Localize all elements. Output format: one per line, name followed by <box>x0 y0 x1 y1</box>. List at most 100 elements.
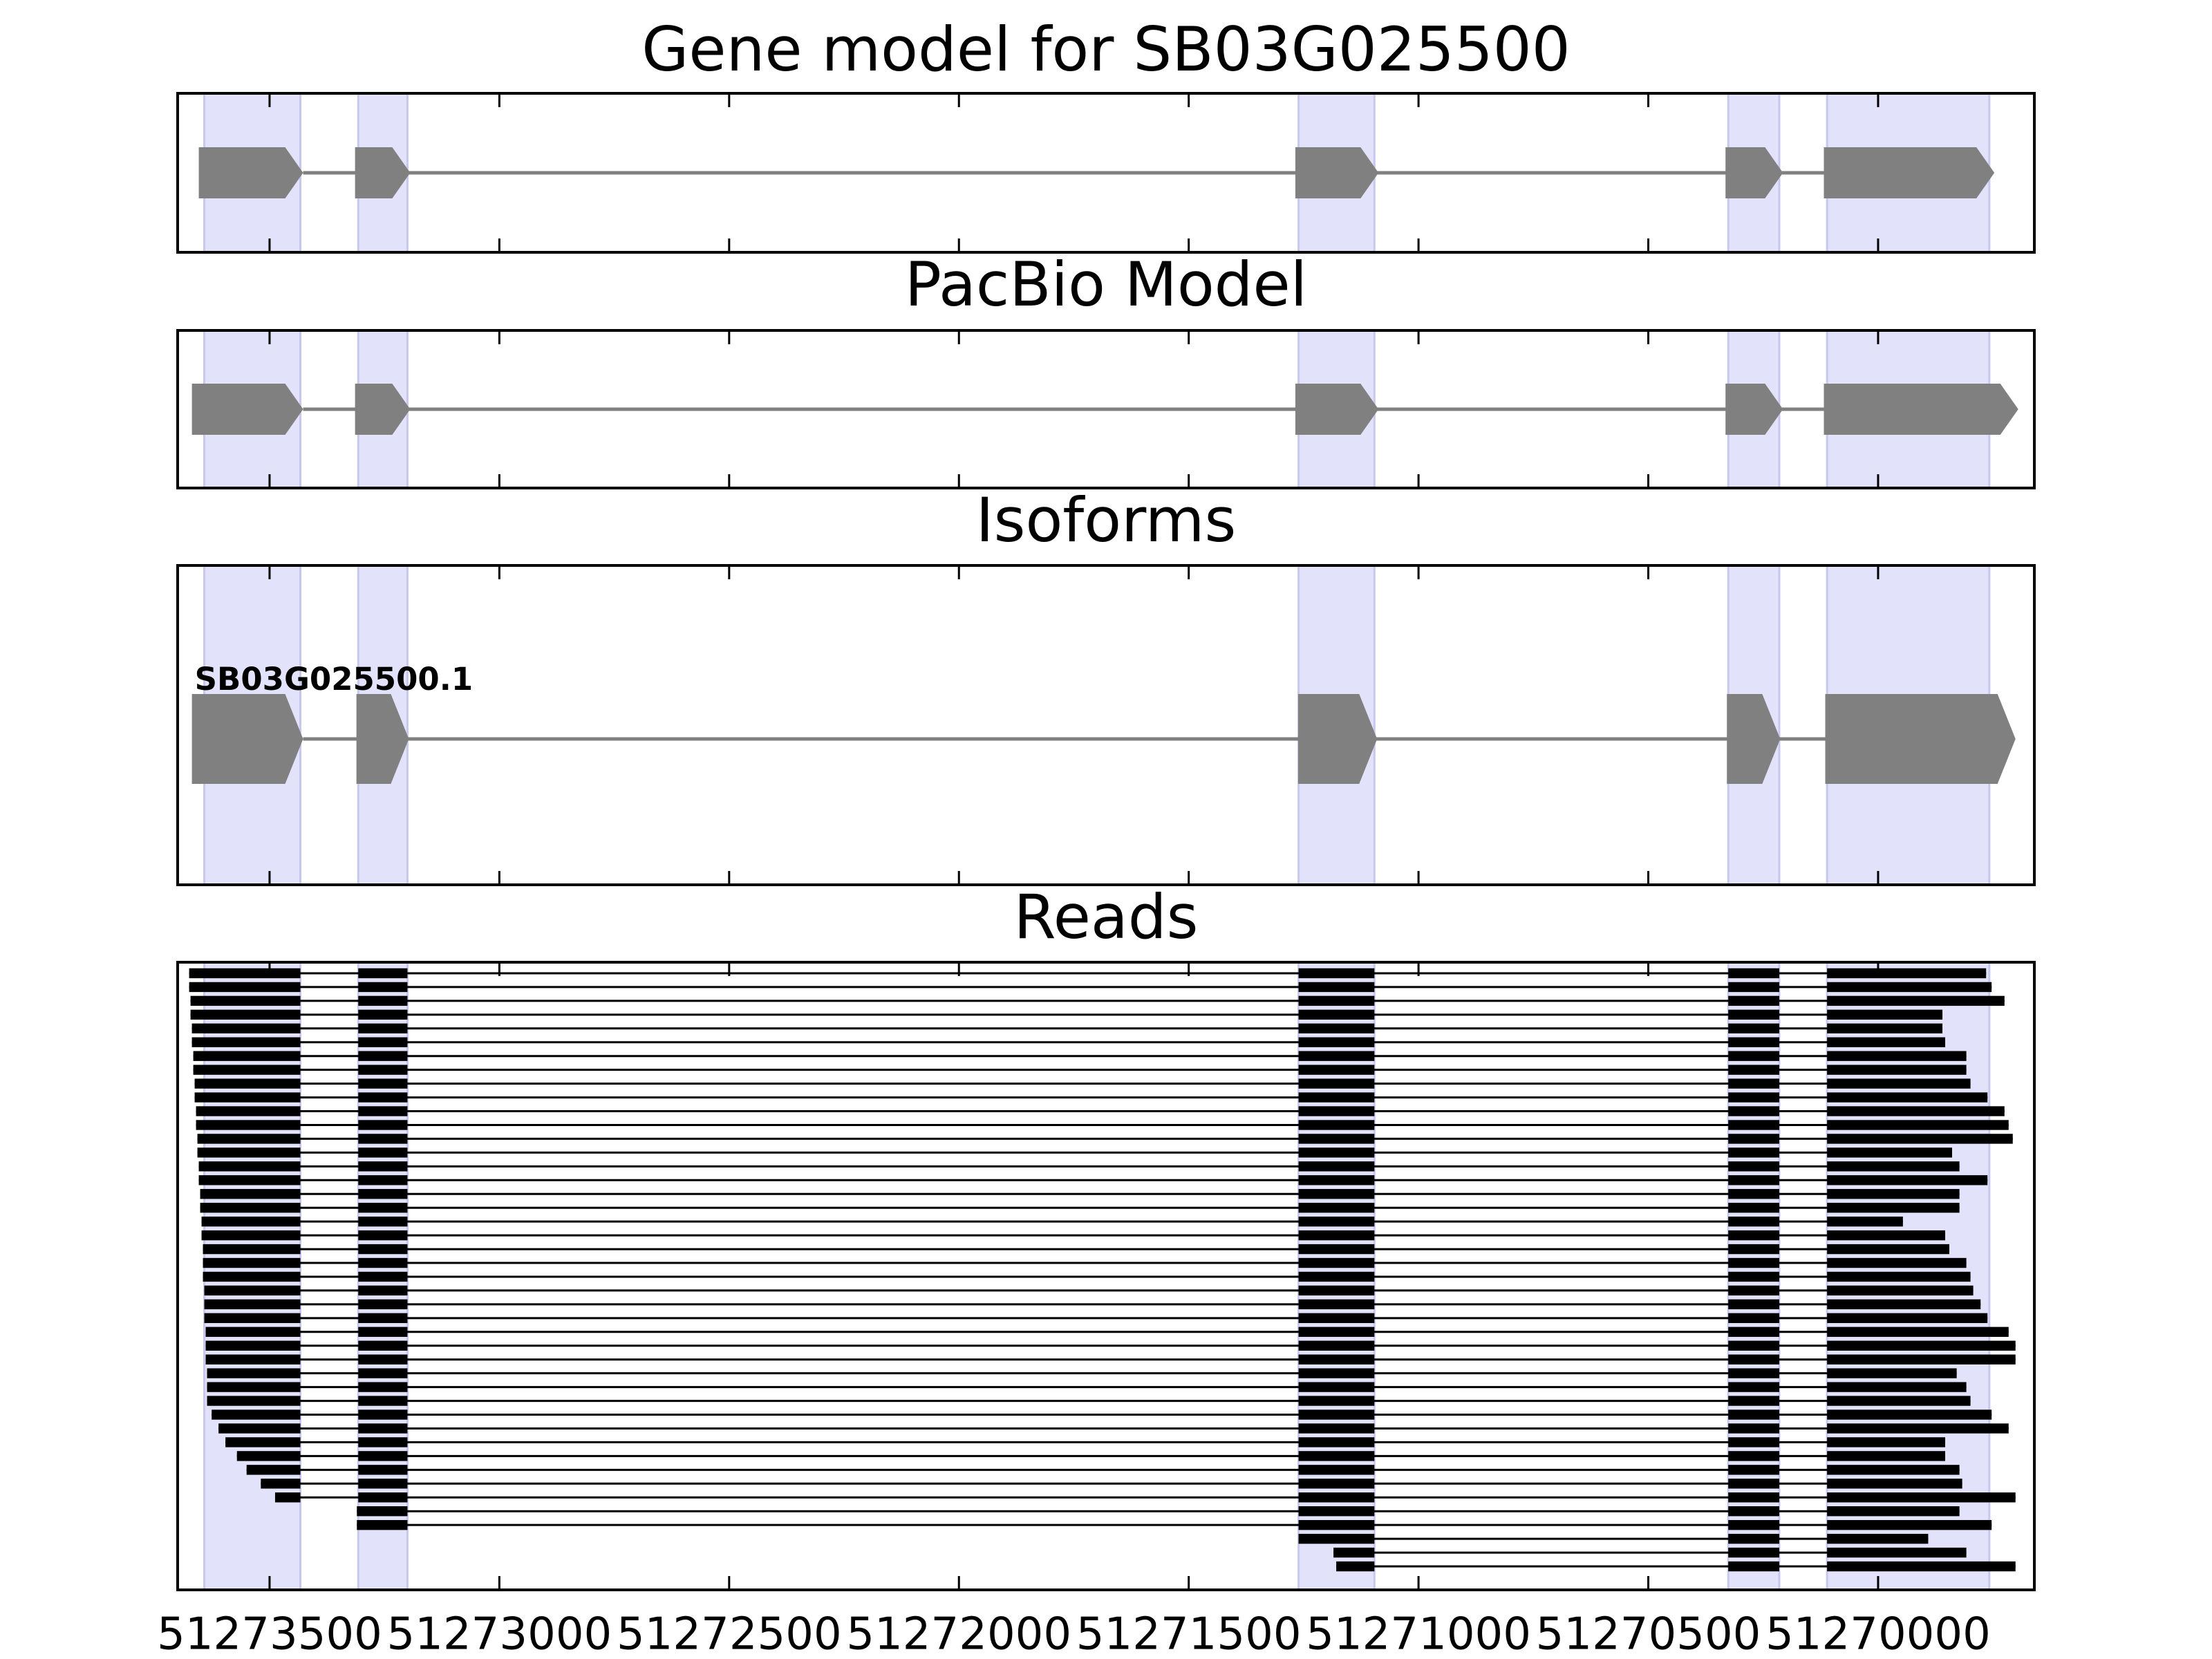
read-block <box>1298 1189 1375 1199</box>
read-block <box>197 1147 301 1158</box>
read-block <box>1298 1175 1375 1185</box>
read-block <box>1728 1437 1780 1447</box>
read-block <box>204 1285 301 1296</box>
exon <box>1295 147 1379 198</box>
x-tick-label: 51270000 <box>1765 1609 1991 1659</box>
exon <box>1824 147 1995 198</box>
read-block <box>1827 1065 1967 1075</box>
read-block <box>1298 1451 1375 1461</box>
read-block <box>1827 1037 1946 1047</box>
read-block <box>1827 1368 1957 1378</box>
read-block <box>193 1065 301 1075</box>
read-block <box>1827 1299 1981 1310</box>
read-block <box>191 1037 301 1047</box>
read-block <box>1728 1465 1780 1475</box>
read-block <box>1298 1051 1375 1061</box>
read-block <box>1298 1382 1375 1392</box>
read-block <box>358 1189 408 1199</box>
read-block <box>1827 1327 2009 1337</box>
exon <box>356 694 409 784</box>
read-block <box>1298 1230 1375 1241</box>
read-block <box>1728 1120 1780 1130</box>
read-block <box>1827 1161 1960 1172</box>
read-block <box>1728 1354 1780 1365</box>
panel-title: PacBio Model <box>905 249 1307 320</box>
read-block <box>1298 1533 1375 1544</box>
read-block <box>200 1203 301 1213</box>
read-block <box>358 1340 408 1351</box>
read-block <box>1728 1299 1780 1310</box>
read-block <box>358 1299 408 1310</box>
read-block <box>1827 1230 1946 1241</box>
read-block <box>1298 1078 1375 1089</box>
read-block <box>1298 1037 1375 1047</box>
read-block <box>1298 1313 1375 1324</box>
read-block <box>1298 1023 1375 1033</box>
read-block <box>1728 995 1780 1006</box>
read-block <box>358 1396 408 1406</box>
read-block <box>1728 1479 1780 1489</box>
read-block <box>358 1451 408 1461</box>
read-block <box>358 1037 408 1047</box>
read-block <box>1827 995 2005 1006</box>
read-block <box>193 1051 301 1061</box>
read-block <box>207 1368 301 1378</box>
read-block <box>1298 1354 1375 1365</box>
read-block <box>358 1092 408 1103</box>
read-block <box>1298 1299 1375 1310</box>
read-block <box>203 1244 301 1255</box>
read-block <box>1728 1203 1780 1213</box>
exon <box>1825 694 2016 784</box>
read-block <box>194 1078 301 1089</box>
read-block <box>358 1065 408 1075</box>
read-block <box>1728 1216 1780 1227</box>
read-block <box>1298 1396 1375 1406</box>
read-block <box>1827 1147 1952 1158</box>
read-block <box>1827 1313 1988 1324</box>
read-block <box>358 1354 408 1365</box>
read-block <box>358 1023 408 1033</box>
read-block <box>1298 1203 1375 1213</box>
read-block <box>1298 1271 1375 1282</box>
read-block <box>1728 1313 1780 1324</box>
read-block <box>1827 1451 1946 1461</box>
read-block <box>207 1396 301 1406</box>
read-block <box>203 1257 301 1268</box>
read-block <box>1827 1409 1992 1420</box>
read-block <box>1298 1285 1375 1296</box>
isoform-label: SB03G025500.1 <box>195 661 474 697</box>
read-block <box>191 1023 301 1033</box>
panel-frame <box>176 92 2036 254</box>
read-block <box>1728 1023 1780 1033</box>
read-block <box>1298 1244 1375 1255</box>
read-block <box>1827 1244 1950 1255</box>
x-tick-label: 51270500 <box>1536 1609 1761 1659</box>
read-block <box>1298 1120 1375 1130</box>
read-block <box>205 1327 301 1337</box>
read-block <box>205 1354 301 1365</box>
read-block <box>358 1078 408 1089</box>
read-block <box>1827 1078 1971 1089</box>
read-block <box>1728 1368 1780 1378</box>
read-block <box>1728 1533 1780 1544</box>
x-tick-label: 51273500 <box>157 1609 382 1659</box>
read-block <box>1336 1561 1375 1572</box>
read-block <box>1298 982 1375 993</box>
read-block <box>1728 1189 1780 1199</box>
exon <box>1295 384 1379 435</box>
read-block <box>197 1134 301 1144</box>
read-block <box>1728 1382 1780 1392</box>
read-block <box>358 1106 408 1116</box>
read-block <box>358 1161 408 1172</box>
exon <box>355 384 411 435</box>
read-block <box>1827 1382 1967 1392</box>
read-block <box>261 1479 301 1489</box>
panel-title: Isoforms <box>976 485 1237 556</box>
read-block <box>1827 1216 1903 1227</box>
read-block <box>1827 1561 2016 1572</box>
read-block <box>1728 982 1780 993</box>
read-block <box>1298 1519 1375 1530</box>
read-block <box>1728 1396 1780 1406</box>
exon <box>1725 384 1783 435</box>
read-block <box>1827 1506 1960 1517</box>
